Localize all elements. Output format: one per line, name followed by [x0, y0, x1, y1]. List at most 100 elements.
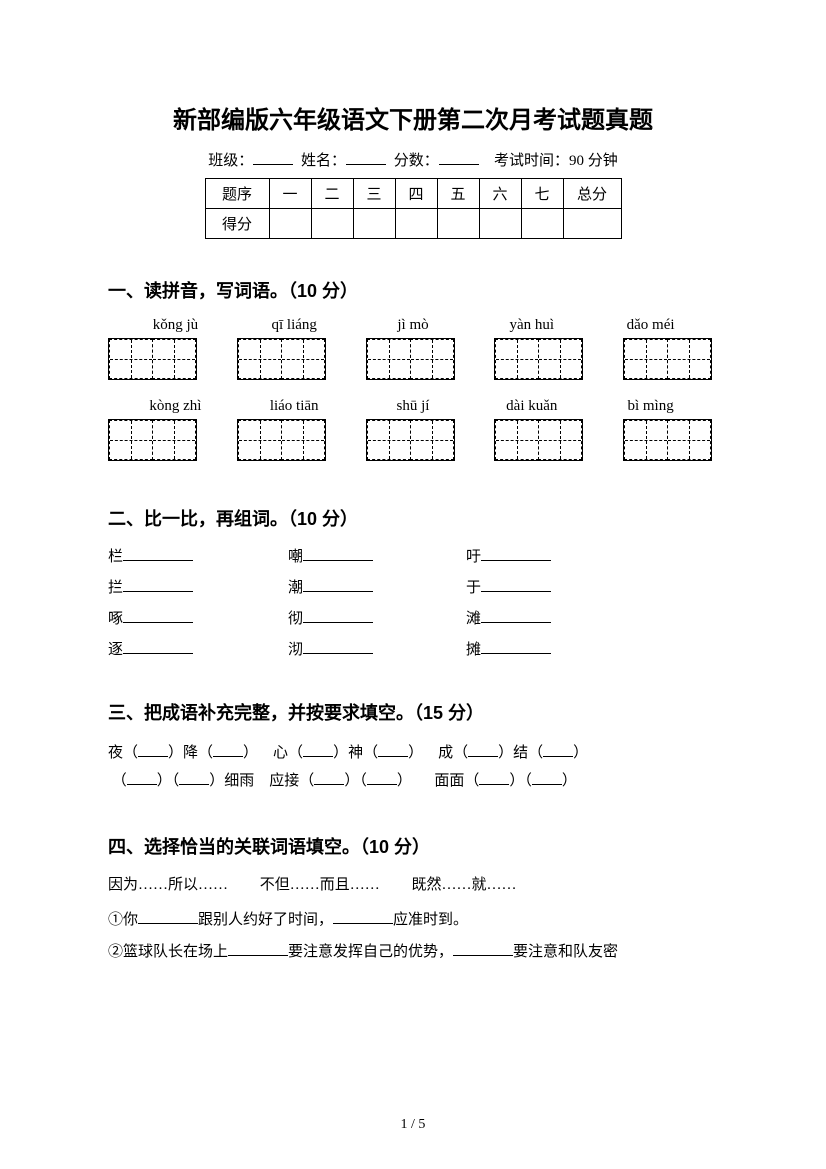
class-blank[interactable] — [253, 164, 293, 165]
question-line: ②篮球队长在场上要注意发挥自己的优势，要注意和队友密 — [108, 938, 718, 966]
blank[interactable] — [303, 622, 373, 623]
blank[interactable] — [179, 784, 209, 785]
text: 应接（ — [269, 773, 314, 789]
blank[interactable] — [481, 591, 551, 592]
option: 不但……而且…… — [260, 877, 380, 893]
char-box[interactable] — [494, 338, 583, 380]
blank[interactable] — [479, 784, 509, 785]
blank[interactable] — [532, 784, 562, 785]
pinyin: liáo tiān — [235, 398, 354, 415]
text: ）降（ — [168, 745, 213, 761]
conjunction-options: 因为……所以…… 不但……而且…… 既然……就…… — [108, 873, 718, 894]
text: ）细雨 — [209, 773, 254, 789]
text: ①你 — [108, 912, 138, 928]
cell: 总分 — [563, 179, 621, 209]
cell: 题序 — [205, 179, 269, 209]
char-box[interactable] — [237, 338, 326, 380]
char: 滩 — [466, 607, 481, 628]
score-cell[interactable] — [479, 209, 521, 239]
score-blank[interactable] — [439, 164, 479, 165]
blank[interactable] — [543, 756, 573, 757]
score-cell[interactable] — [521, 209, 563, 239]
idiom-line: （）（）细雨 应接（）（） 面面（）（） — [108, 767, 718, 795]
cell: 三 — [353, 179, 395, 209]
table-row: 得分 — [205, 209, 621, 239]
time-label: 考试时间：90 分钟 — [494, 153, 618, 169]
section4-title: 四、选择恰当的关联词语填空。（10 分） — [108, 833, 718, 859]
char: 摊 — [466, 638, 481, 659]
pinyin: kǒng jù — [116, 317, 235, 334]
blank[interactable] — [481, 653, 551, 654]
text: 夜（ — [108, 745, 138, 761]
blank[interactable] — [468, 756, 498, 757]
blank[interactable] — [138, 756, 168, 757]
section2-title: 二、比一比，再组词。（10 分） — [108, 505, 718, 531]
text: ）神（ — [333, 745, 378, 761]
name-blank[interactable] — [346, 164, 386, 165]
score-cell[interactable] — [395, 209, 437, 239]
char-box[interactable] — [623, 419, 712, 461]
score-cell[interactable] — [269, 209, 311, 239]
text: （ — [112, 773, 127, 789]
blank[interactable] — [333, 923, 393, 924]
text: ） — [408, 745, 423, 761]
cell: 一 — [269, 179, 311, 209]
score-cell[interactable] — [563, 209, 621, 239]
pinyin: bì mìng — [591, 398, 710, 415]
cell: 得分 — [205, 209, 269, 239]
score-cell[interactable] — [353, 209, 395, 239]
score-table: 题序 一 二 三 四 五 六 七 总分 得分 — [205, 178, 622, 239]
text: ）（ — [344, 773, 367, 789]
text: ②篮球队长在场上 — [108, 944, 228, 960]
blank[interactable] — [453, 955, 513, 956]
cell: 五 — [437, 179, 479, 209]
char-box[interactable] — [494, 419, 583, 461]
char: 嘲 — [288, 545, 303, 566]
blank[interactable] — [481, 560, 551, 561]
char: 啄 — [108, 607, 123, 628]
text: 要注意发挥自己的优势， — [288, 944, 453, 960]
table-row: 题序 一 二 三 四 五 六 七 总分 — [205, 179, 621, 209]
pinyin: dǎo méi — [591, 317, 710, 334]
blank[interactable] — [138, 923, 198, 924]
char-box[interactable] — [623, 338, 712, 380]
text: 心（ — [273, 745, 303, 761]
char: 彻 — [288, 607, 303, 628]
text: 面面（ — [434, 773, 479, 789]
pinyin: kòng zhì — [116, 398, 235, 415]
page-number: 1 / 5 — [0, 1117, 826, 1133]
char-box[interactable] — [108, 419, 197, 461]
char-box[interactable] — [108, 338, 197, 380]
text: ）（ — [509, 773, 532, 789]
blank[interactable] — [123, 622, 193, 623]
blank[interactable] — [303, 756, 333, 757]
page-title: 新部编版六年级语文下册第二次月考试题真题 — [108, 100, 718, 135]
blank[interactable] — [123, 560, 193, 561]
blank[interactable] — [123, 591, 193, 592]
score-cell[interactable] — [437, 209, 479, 239]
blank[interactable] — [378, 756, 408, 757]
blank[interactable] — [123, 653, 193, 654]
blank[interactable] — [303, 653, 373, 654]
blank[interactable] — [303, 560, 373, 561]
blank[interactable] — [228, 955, 288, 956]
blank[interactable] — [127, 784, 157, 785]
compare-row: 栏 嘲 吁 — [108, 545, 718, 566]
blank[interactable] — [303, 591, 373, 592]
blank[interactable] — [314, 784, 344, 785]
name-label: 姓名： — [301, 153, 346, 169]
section3-title: 三、把成语补充完整，并按要求填空。（15 分） — [108, 699, 718, 725]
text: ）结（ — [498, 745, 543, 761]
score-cell[interactable] — [311, 209, 353, 239]
pinyin: jì mò — [354, 317, 473, 334]
char-box[interactable] — [237, 419, 326, 461]
char-box[interactable] — [366, 419, 455, 461]
cell: 四 — [395, 179, 437, 209]
blank[interactable] — [481, 622, 551, 623]
blank[interactable] — [213, 756, 243, 757]
char: 沏 — [288, 638, 303, 659]
idiom-line: 夜（）降（） 心（）神（） 成（）结（） — [108, 739, 718, 767]
pinyin: qī liáng — [235, 317, 354, 334]
char-box[interactable] — [366, 338, 455, 380]
blank[interactable] — [367, 784, 397, 785]
